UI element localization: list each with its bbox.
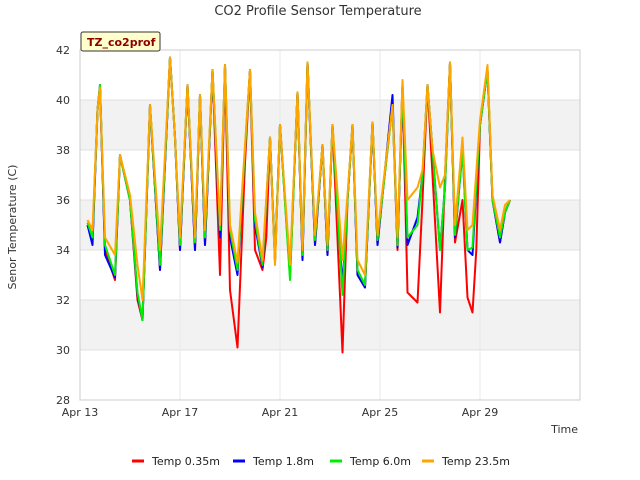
x-tick-label: Apr 25 [362, 406, 399, 419]
x-tick-label: Apr 29 [462, 406, 499, 419]
legend-label: Temp 23.5m [441, 455, 510, 468]
legend-item: Temp 23.5m [422, 455, 510, 468]
legend-item: Temp 1.8m [233, 455, 314, 468]
legend-item: Temp 6.0m [330, 455, 411, 468]
legend-label: Temp 6.0m [349, 455, 411, 468]
grid-band [80, 300, 580, 350]
legend: Temp 0.35m Temp 1.8m Temp 6.0m Temp 23.5m [132, 455, 510, 468]
y-tick-label: 38 [56, 144, 70, 157]
y-tick-label: 40 [56, 94, 70, 107]
x-axis-label: Time [550, 423, 578, 436]
badge-box [80, 31, 161, 52]
badge: TZ_co2prof [80, 31, 161, 52]
legend-item: Temp 0.35m [132, 455, 220, 468]
legend-label: Temp 1.8m [252, 455, 314, 468]
series-lines [86, 56, 511, 354]
x-tick-label: Apr 13 [62, 406, 99, 419]
grid-band [80, 100, 580, 150]
legend-label: Temp 0.35m [151, 455, 220, 468]
x-tick-label: Apr 17 [162, 406, 199, 419]
y-axis-label: Senor Temperature (C) [6, 165, 19, 290]
y-tick-label: 28 [56, 394, 70, 407]
y-tick-label: 30 [56, 344, 70, 357]
badge-label: TZ_co2prof [87, 36, 156, 49]
y-axis-ticks: 28 30 32 34 36 38 40 42 [56, 44, 70, 407]
series-line [86, 56, 511, 301]
y-tick-label: 42 [56, 44, 70, 57]
x-axis-ticks: Apr 13 Apr 17 Apr 21 Apr 25 Apr 29 [62, 406, 499, 419]
plot-frame [79, 49, 581, 401]
grid-bands [80, 100, 580, 350]
y-tick-label: 34 [56, 244, 70, 257]
y-tick-label: 36 [56, 194, 70, 207]
x-tick-label: Apr 21 [262, 406, 299, 419]
chart-title: CO2 Profile Sensor Temperature [214, 4, 421, 19]
y-tick-label: 32 [56, 294, 70, 307]
